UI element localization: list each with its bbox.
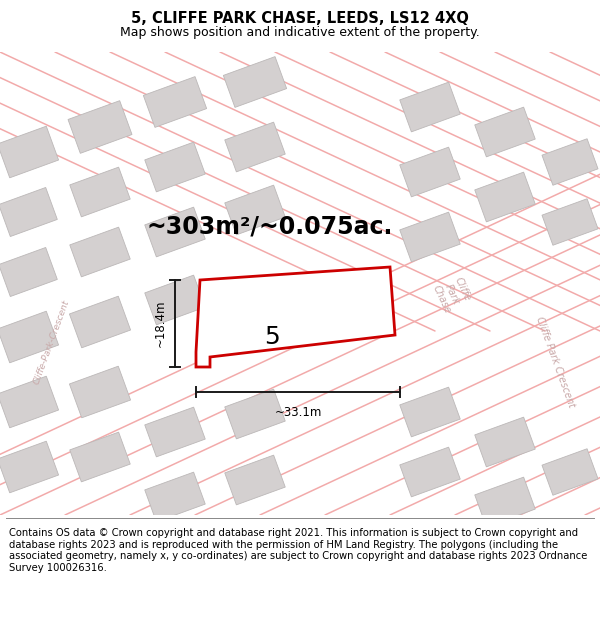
Polygon shape: [0, 376, 59, 428]
Text: ~33.1m: ~33.1m: [274, 406, 322, 419]
Polygon shape: [542, 139, 598, 185]
Polygon shape: [475, 417, 535, 467]
Polygon shape: [225, 389, 285, 439]
Polygon shape: [70, 432, 130, 482]
Polygon shape: [0, 188, 58, 236]
Polygon shape: [400, 212, 460, 262]
Polygon shape: [225, 455, 285, 505]
Text: 5: 5: [264, 325, 280, 349]
Text: 5, CLIFFE PARK CHASE, LEEDS, LS12 4XQ: 5, CLIFFE PARK CHASE, LEEDS, LS12 4XQ: [131, 11, 469, 26]
Polygon shape: [475, 477, 535, 527]
Polygon shape: [0, 126, 59, 178]
Polygon shape: [400, 82, 460, 132]
Polygon shape: [70, 227, 130, 277]
Polygon shape: [400, 147, 460, 197]
Polygon shape: [225, 185, 285, 235]
Text: Map shows position and indicative extent of the property.: Map shows position and indicative extent…: [120, 26, 480, 39]
Polygon shape: [223, 57, 287, 108]
Polygon shape: [70, 366, 131, 418]
Polygon shape: [196, 267, 395, 367]
Polygon shape: [475, 107, 535, 157]
Polygon shape: [70, 167, 130, 217]
Polygon shape: [0, 311, 59, 362]
Polygon shape: [145, 472, 205, 522]
Polygon shape: [400, 387, 460, 437]
Polygon shape: [145, 207, 205, 257]
Polygon shape: [225, 122, 285, 172]
Polygon shape: [145, 275, 205, 325]
Polygon shape: [143, 77, 206, 128]
Text: Contains OS data © Crown copyright and database right 2021. This information is : Contains OS data © Crown copyright and d…: [9, 528, 587, 573]
Text: ~303m²/~0.075ac.: ~303m²/~0.075ac.: [147, 215, 393, 239]
Polygon shape: [542, 199, 598, 245]
Polygon shape: [0, 248, 58, 296]
Text: Cliffe Park Crescent: Cliffe Park Crescent: [534, 315, 576, 409]
Polygon shape: [0, 441, 59, 493]
Polygon shape: [145, 407, 205, 457]
Polygon shape: [70, 296, 131, 348]
Polygon shape: [145, 142, 205, 192]
Polygon shape: [68, 101, 132, 153]
Text: ~18.4m: ~18.4m: [154, 300, 167, 348]
Polygon shape: [475, 172, 535, 222]
Text: Cliffe
Park
Chase: Cliffe Park Chase: [431, 273, 473, 314]
Polygon shape: [400, 447, 460, 497]
Text: Cliffe-Park-Crescent: Cliffe-Park-Crescent: [32, 299, 71, 386]
Polygon shape: [542, 449, 598, 495]
